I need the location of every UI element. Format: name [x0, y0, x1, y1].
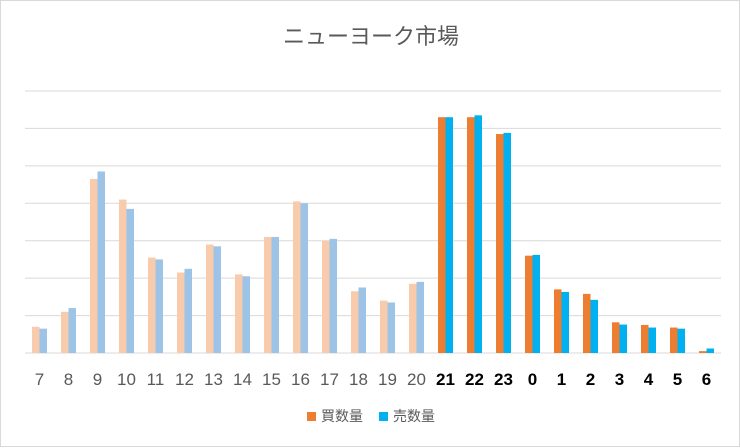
chart-title: ニューヨーク市場 — [282, 25, 459, 50]
x-tick-label: 23 — [494, 370, 513, 389]
x-tick-label: 12 — [175, 370, 194, 389]
bar-buy-13[interactable] — [206, 244, 214, 353]
bar-buy-8[interactable] — [61, 311, 69, 353]
x-tick-label: 21 — [436, 370, 455, 389]
bar-sell-0[interactable] — [532, 254, 541, 353]
bar-buy-18[interactable] — [351, 291, 359, 353]
bar-sell-23[interactable] — [503, 132, 512, 353]
bar-sell-20[interactable] — [416, 281, 425, 353]
bar-sell-3[interactable] — [619, 324, 628, 353]
bar-sell-7[interactable] — [39, 328, 48, 353]
bar-sell-19[interactable] — [387, 302, 396, 353]
bar-buy-15[interactable] — [264, 236, 272, 353]
legend-label-sell: 売数量 — [393, 409, 435, 425]
bar-buy-19[interactable] — [380, 300, 388, 353]
bar-sell-11[interactable] — [155, 259, 164, 353]
x-tick-label: 0 — [528, 370, 537, 389]
bar-buy-14[interactable] — [235, 274, 243, 353]
bar-buy-4[interactable] — [641, 324, 649, 353]
x-tick-label: 14 — [233, 370, 252, 389]
x-tick-label: 11 — [147, 370, 165, 389]
x-tick-label: 8 — [64, 370, 73, 389]
bar-buy-6[interactable] — [699, 351, 707, 353]
legend-label-buy: 買数量 — [321, 409, 363, 425]
bar-buy-20[interactable] — [409, 283, 417, 353]
x-tick-label: 19 — [378, 370, 397, 389]
x-tick-label: 22 — [465, 370, 484, 389]
bar-sell-4[interactable] — [648, 327, 657, 353]
x-tick-label: 9 — [93, 370, 102, 389]
bar-buy-22[interactable] — [467, 117, 475, 353]
x-tick-label: 13 — [204, 370, 223, 389]
bar-buy-11[interactable] — [148, 257, 156, 353]
bar-sell-6[interactable] — [706, 348, 715, 353]
bar-sell-16[interactable] — [300, 203, 309, 353]
x-tick-label: 16 — [291, 370, 310, 389]
bar-sell-2[interactable] — [590, 299, 599, 353]
bar-buy-12[interactable] — [177, 272, 185, 353]
legend-swatch-sell — [379, 411, 388, 421]
x-tick-label: 10 — [117, 370, 136, 389]
x-tick-label: 6 — [702, 370, 711, 389]
legend-item-sell[interactable]: 売数量 — [379, 406, 435, 426]
x-tick-label: 7 — [35, 370, 44, 389]
x-tick-label: 2 — [586, 370, 595, 389]
bar-sell-10[interactable] — [126, 208, 135, 353]
bar-sell-12[interactable] — [184, 268, 193, 353]
x-tick-label: 5 — [673, 370, 682, 389]
bar-sell-18[interactable] — [358, 287, 367, 354]
bar-buy-7[interactable] — [32, 326, 40, 353]
bar-buy-3[interactable] — [612, 322, 620, 353]
x-tick-label: 20 — [407, 370, 426, 389]
x-tick-label: 3 — [615, 370, 624, 389]
bar-buy-10[interactable] — [119, 199, 127, 353]
bar-sell-9[interactable] — [97, 171, 106, 353]
x-tick-label: 4 — [644, 370, 654, 389]
bar-sell-5[interactable] — [677, 328, 686, 353]
x-tick-label: 17 — [320, 370, 339, 389]
bar-buy-16[interactable] — [293, 201, 301, 353]
bar-buy-23[interactable] — [496, 134, 504, 353]
bar-sell-1[interactable] — [561, 291, 570, 353]
legend-item-buy[interactable]: 買数量 — [307, 406, 363, 426]
bar-buy-9[interactable] — [90, 178, 98, 353]
bar-buy-2[interactable] — [583, 293, 591, 353]
bar-sell-8[interactable] — [68, 308, 77, 353]
chart-legend: 買数量 売数量 — [1, 406, 740, 426]
x-tick-label: 1 — [557, 370, 566, 389]
bar-sell-21[interactable] — [445, 117, 454, 353]
bar-buy-17[interactable] — [322, 240, 330, 353]
bar-buy-5[interactable] — [670, 327, 678, 353]
bar-sell-15[interactable] — [271, 236, 280, 353]
bar-sell-14[interactable] — [242, 276, 251, 353]
x-tick-label: 18 — [349, 370, 368, 389]
legend-swatch-buy — [307, 411, 316, 421]
bar-sell-22[interactable] — [474, 115, 483, 353]
bar-buy-1[interactable] — [554, 289, 562, 353]
bar-buy-21[interactable] — [438, 117, 446, 353]
bar-sell-13[interactable] — [213, 246, 222, 353]
x-tick-label: 15 — [262, 370, 281, 389]
bar-buy-0[interactable] — [525, 255, 533, 353]
bar-sell-17[interactable] — [329, 238, 338, 353]
